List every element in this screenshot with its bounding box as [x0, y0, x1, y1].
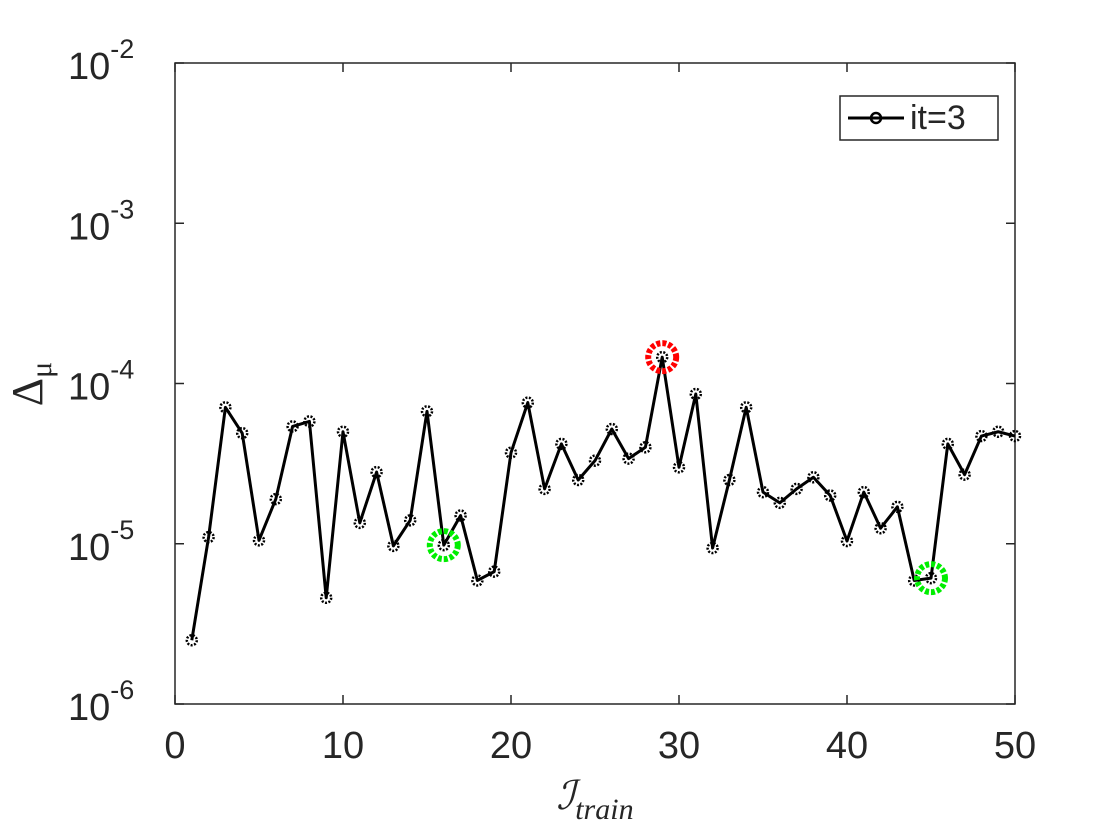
data-marker	[420, 405, 434, 418]
data-marker	[336, 425, 350, 438]
data-marker	[504, 446, 518, 459]
data-marker	[403, 514, 417, 527]
data-marker	[286, 420, 299, 433]
x-tick-label: 50	[994, 725, 1036, 767]
data-marker	[840, 534, 854, 548]
data-marker	[756, 485, 770, 499]
data-marker	[958, 468, 971, 481]
data-marker	[907, 574, 921, 587]
data-marker	[773, 496, 787, 510]
data-marker	[303, 415, 316, 428]
data-marker	[319, 591, 333, 605]
data-marker	[639, 441, 652, 454]
highlight-marker	[914, 561, 948, 596]
data-marker	[571, 473, 585, 487]
data-marker	[538, 482, 551, 496]
data-marker	[521, 396, 535, 409]
data-marker	[857, 485, 871, 499]
highlight-marker	[426, 528, 461, 563]
data-marker	[454, 509, 467, 522]
data-marker	[891, 500, 904, 514]
data-marker	[185, 633, 199, 647]
data-marker	[706, 541, 719, 555]
data-marker	[924, 571, 938, 585]
data-marker	[689, 387, 703, 401]
data-marker	[1008, 429, 1022, 443]
data-marker	[941, 437, 955, 451]
data-marker	[975, 429, 988, 443]
data-marker	[991, 425, 1005, 438]
data-marker	[202, 530, 215, 544]
y-tick-label: 10-5	[68, 515, 134, 569]
data-marker	[622, 452, 635, 465]
legend-label: it=3	[910, 99, 966, 137]
x-axis-label: ℐtrain	[556, 773, 633, 826]
data-marker	[487, 565, 501, 578]
data-marker	[605, 422, 619, 436]
x-tick-label: 20	[490, 725, 532, 767]
plot-area	[174, 62, 1016, 705]
data-marker	[807, 471, 820, 484]
data-marker	[370, 465, 383, 479]
y-tick-label: 10-3	[68, 194, 134, 248]
highlight-marker	[645, 340, 680, 375]
legend-marker	[869, 111, 883, 125]
data-marker	[588, 454, 602, 467]
y-tick-label: 10-6	[68, 675, 134, 729]
data-marker	[723, 473, 736, 487]
data-marker	[555, 437, 568, 451]
data-marker	[790, 482, 803, 496]
data-marker	[823, 489, 837, 502]
x-tick-label: 0	[164, 725, 185, 767]
y-tick-label: 10-4	[68, 355, 134, 409]
x-tick-label: 40	[826, 725, 868, 767]
data-marker	[437, 538, 451, 552]
data-marker	[655, 350, 669, 364]
data-marker	[353, 516, 367, 530]
data-marker	[672, 461, 686, 474]
x-tick-label: 10	[322, 725, 364, 767]
data-marker	[739, 401, 753, 414]
data-marker	[874, 521, 887, 535]
data-marker	[471, 574, 484, 587]
data-marker	[269, 492, 283, 506]
y-axis-label: Δμ	[3, 362, 58, 406]
data-marker	[387, 539, 400, 553]
data-line	[190, 355, 1016, 641]
y-tick-label: 10-2	[68, 34, 134, 88]
x-tick-label: 30	[658, 725, 700, 767]
data-marker	[235, 426, 249, 440]
data-marker	[219, 401, 232, 414]
data-marker	[252, 534, 266, 547]
